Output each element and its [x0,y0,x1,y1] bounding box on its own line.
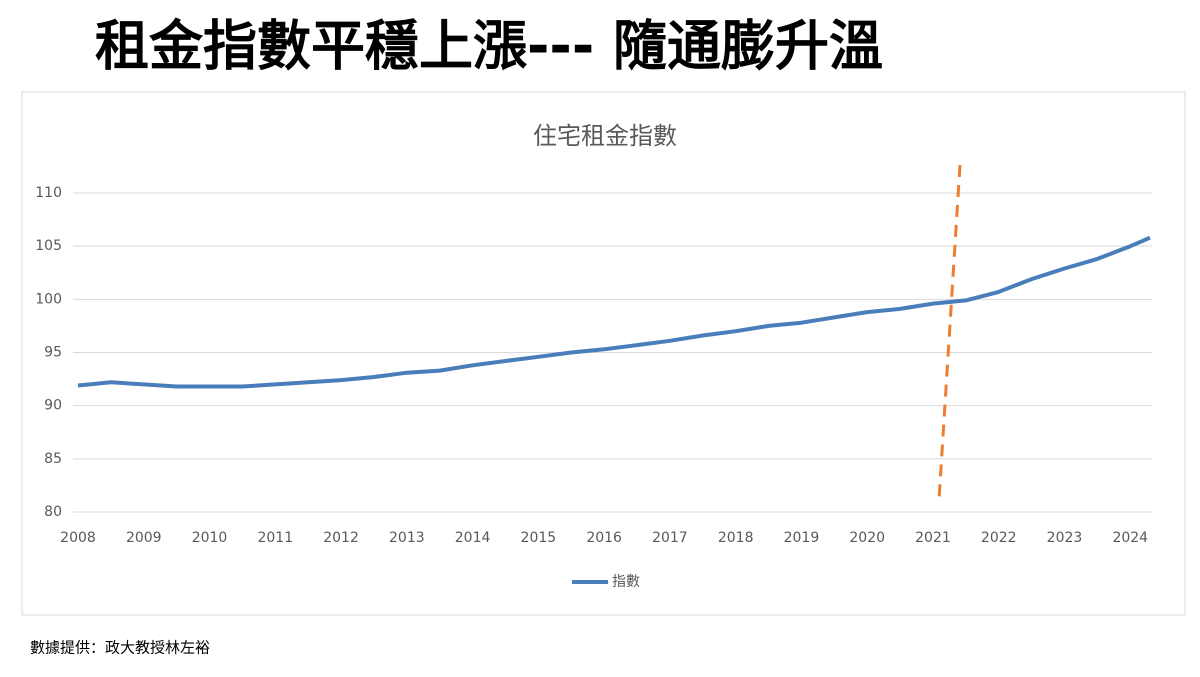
source-note: 數據提供：政大教授林左裕 [30,639,210,657]
chart-title: 住宅租金指數 [533,122,677,150]
x-tick-label: 2021 [915,530,951,546]
x-tick-label: 2018 [718,530,754,546]
y-tick-label: 100 [35,291,62,307]
x-tick-label: 2024 [1112,530,1148,546]
y-tick-label: 110 [35,185,62,201]
y-tick-label: 95 [44,345,62,361]
x-tick-label: 2023 [1047,530,1083,546]
x-tick-label: 2017 [652,530,688,546]
x-tick-label: 2014 [455,530,491,546]
x-tick-label: 2022 [981,530,1017,546]
x-tick-label: 2020 [849,530,885,546]
annotation-dashed-line [937,164,962,501]
slide-title: 租金指數平穩上漲--- 隨通膨升溫 [95,15,883,78]
y-tick-label: 105 [35,238,62,254]
data-line [77,235,1151,389]
chart-frame [21,91,1186,616]
legend-label: 指數 [612,574,640,590]
x-tick-label: 2011 [257,530,293,546]
x-tick-label: 2013 [389,530,425,546]
x-tick-label: 2016 [586,530,622,546]
y-tick-label: 80 [44,504,62,520]
y-tick-label: 90 [44,398,62,414]
x-tick-label: 2008 [60,530,96,546]
x-tick-label: 2019 [784,530,820,546]
x-tick-label: 2012 [323,530,359,546]
y-tick-label: 85 [44,451,62,467]
x-tick-label: 2015 [521,530,557,546]
x-tick-label: 2010 [192,530,228,546]
x-tick-label: 2009 [126,530,162,546]
plot-area: 80 85 90 95 100 105 110 2008 2009 2010 2011 2012 201… [35,185,1152,590]
